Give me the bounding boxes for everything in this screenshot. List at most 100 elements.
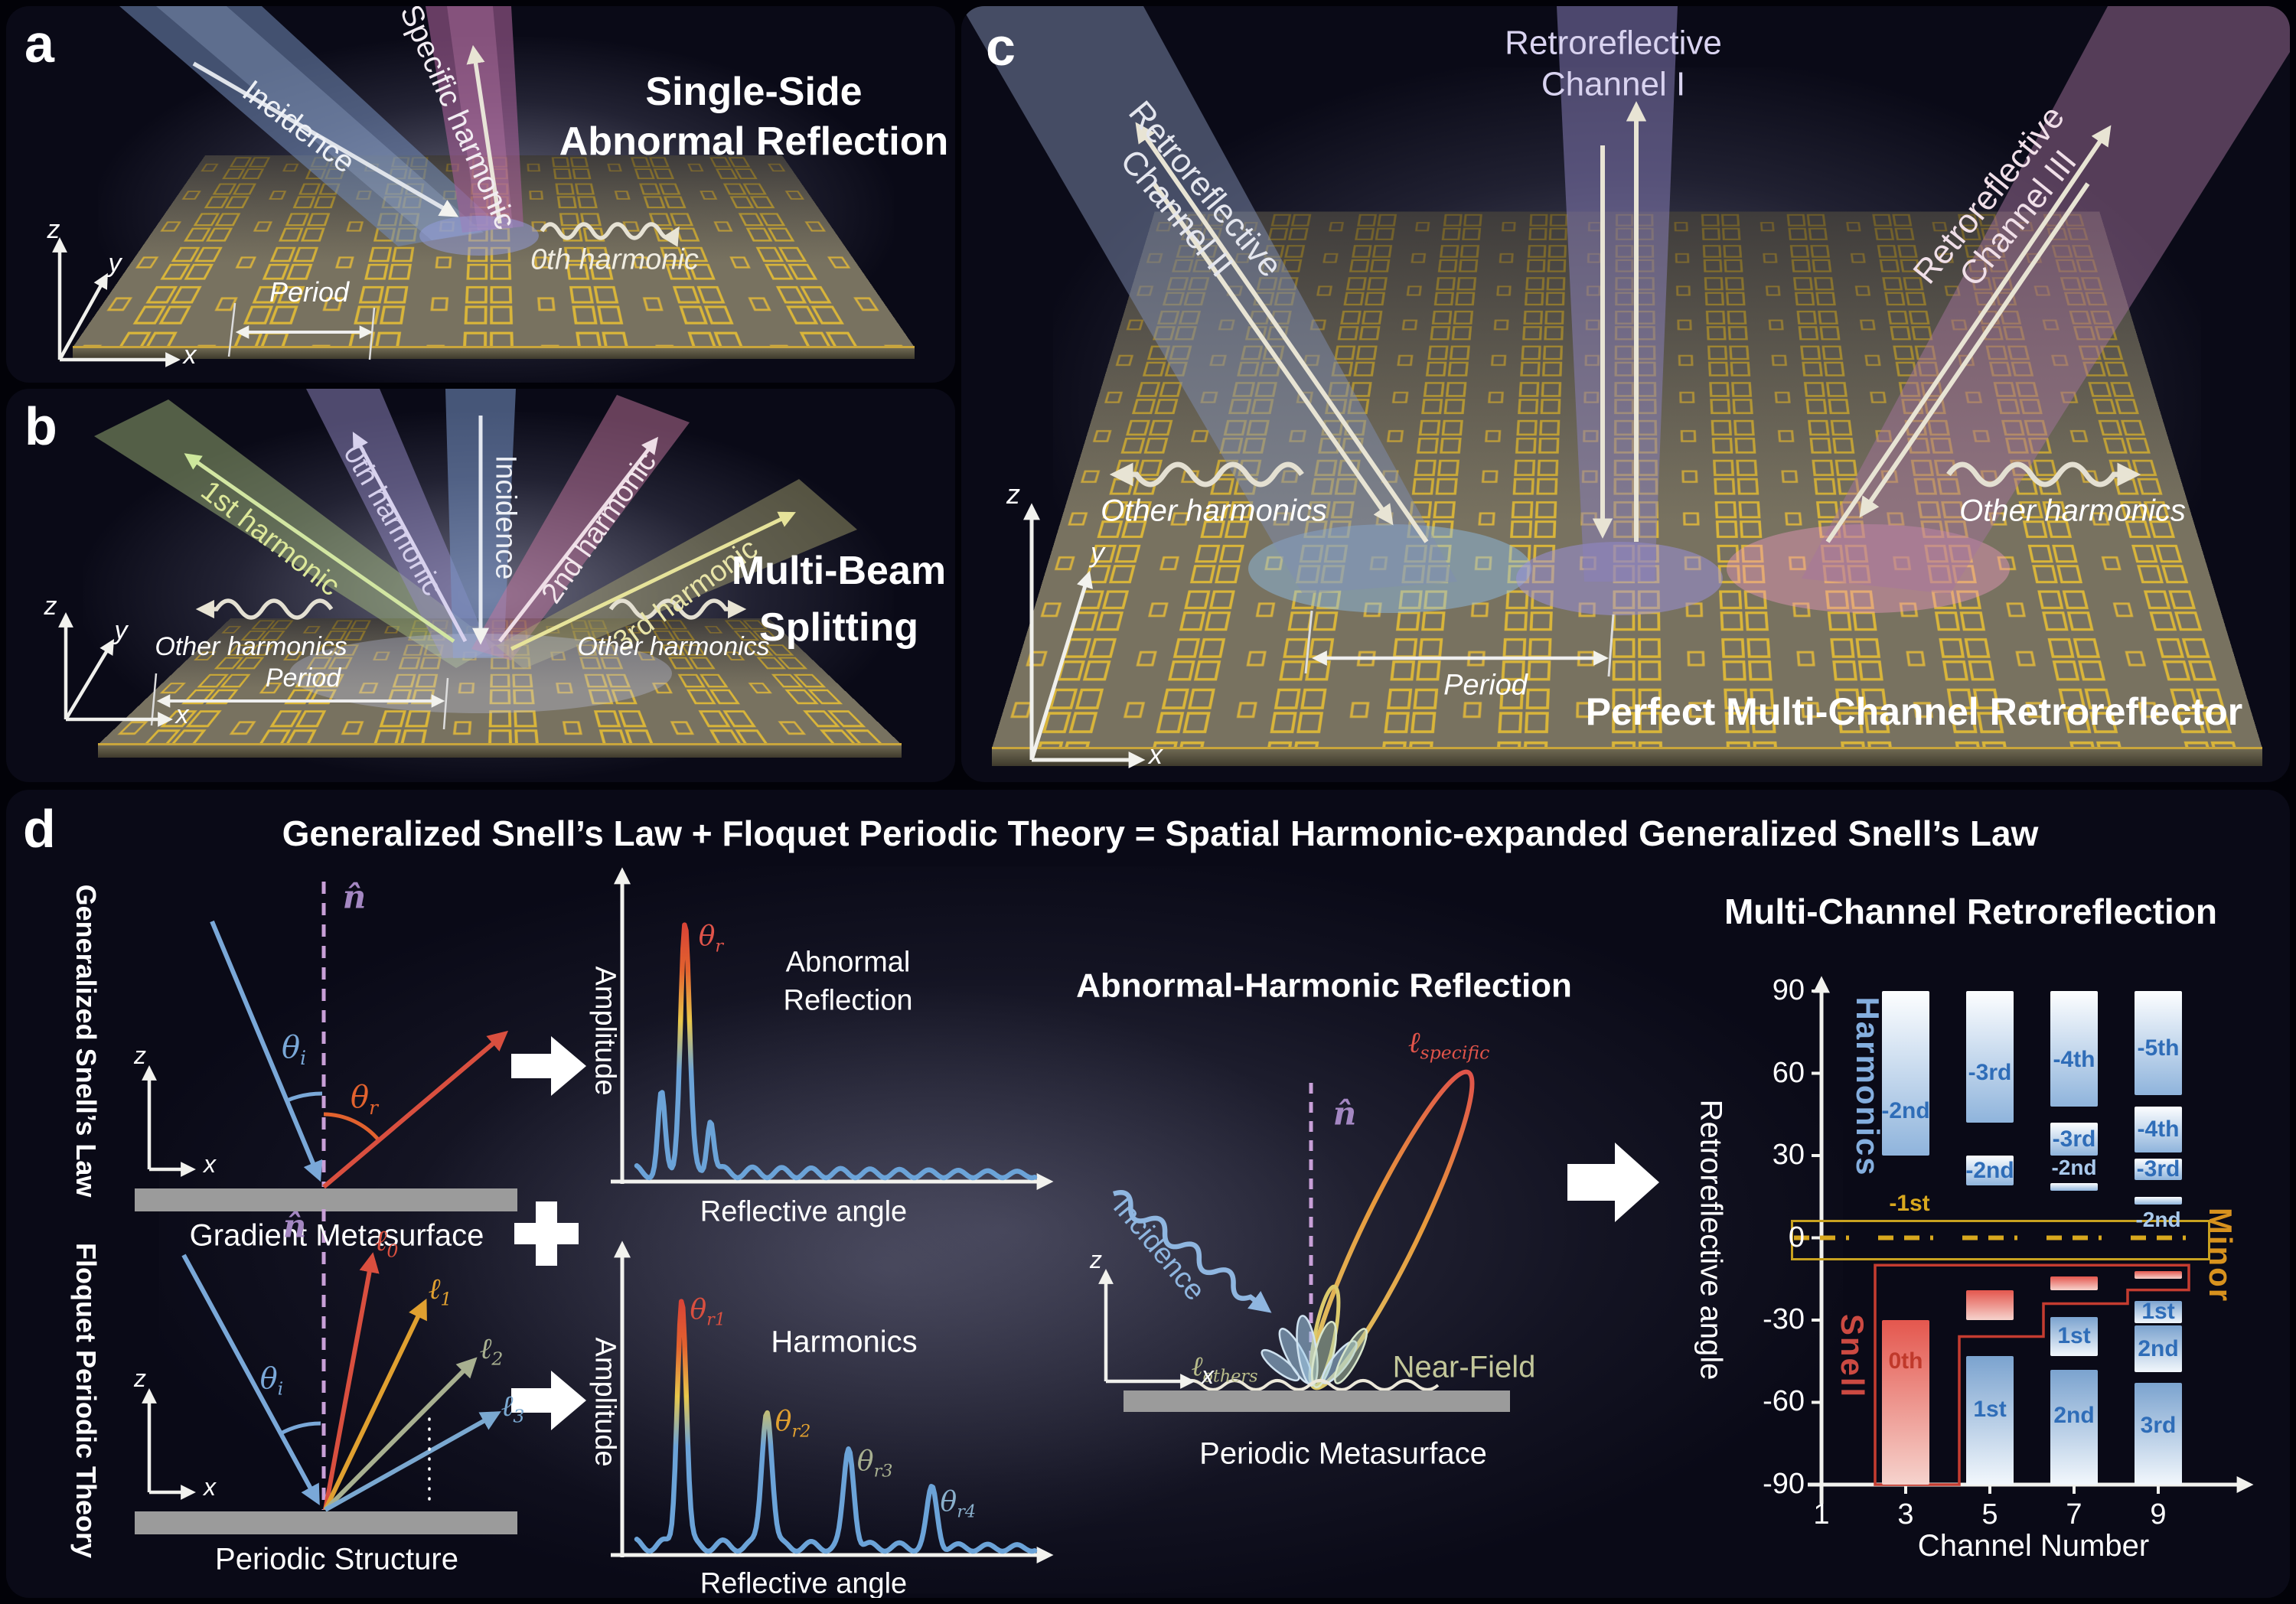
- harmonics-region-label: Harmonics: [1850, 996, 1886, 1177]
- peak-label: θr: [698, 921, 724, 957]
- panel-a-title-line1: Single-Side: [645, 69, 863, 114]
- retro-bar: -2nd: [1965, 1156, 2014, 1186]
- bar-label: -2nd: [1965, 1157, 2014, 1183]
- normal-label-1: n̂: [342, 878, 367, 916]
- snell-region-label: Snell: [1835, 1313, 1870, 1399]
- panel-a-title-line2: Abnormal Reflection: [559, 119, 949, 164]
- retro-bar: -4th: [2135, 1106, 2182, 1153]
- axis-z-label-c: z: [1006, 478, 1020, 510]
- bar-label: 1st: [2057, 1323, 2091, 1349]
- incidence-label-b: Incidence: [489, 455, 522, 580]
- zero-line-label: -1st: [1889, 1191, 1930, 1216]
- other-harmonics-right-label-c: Other harmonics: [1959, 494, 2186, 528]
- zeroth-harmonic-label: 0th harmonic: [530, 243, 699, 276]
- retro-bar: 2nd: [2135, 1325, 2182, 1373]
- amplitude-curve: [634, 1299, 1038, 1554]
- x-tick-label: 3: [1897, 1498, 1914, 1531]
- x-tick-label: 9: [2150, 1498, 2167, 1531]
- l-specific-label: ℓspecific: [1407, 1025, 1490, 1064]
- periodic-metasurface-caption: Periodic Metasurface: [1199, 1436, 1487, 1471]
- sidebar-floquet: Floquet Periodic Theory: [70, 1242, 103, 1559]
- incidence-wavy-arrow-d: [1112, 1189, 1272, 1313]
- bar-label: -4th: [2137, 1116, 2180, 1142]
- zeroth-harmonic-wavy-arrow: [540, 222, 680, 247]
- retro-bar: [2050, 1276, 2098, 1290]
- peak-label: θr1: [690, 1294, 726, 1330]
- retro-ylabel: Retroreflective angle: [1694, 1099, 1728, 1381]
- harmonics-curve: [634, 1299, 1038, 1554]
- bar-label: -3rd: [2136, 1156, 2180, 1182]
- channel1-arrows: [1592, 101, 1647, 542]
- periodic-structure-caption: Periodic Structure: [215, 1542, 458, 1576]
- normal-label-2: n̂: [282, 1207, 307, 1245]
- axis-y-label: y: [108, 248, 122, 278]
- period-label-b: Period: [265, 663, 341, 693]
- y-tick-label: 60: [1772, 1056, 1805, 1089]
- second-harmonic-arrow: [498, 436, 659, 643]
- channel2-beam: [961, 6, 1457, 594]
- axes-d2: [142, 1388, 196, 1500]
- axis-y-label-b: y: [114, 615, 128, 645]
- zeroth-harmonic-arrow: [352, 432, 468, 643]
- panel-d: d Generalized Snell’s Law + Floquet Peri…: [6, 790, 2290, 1598]
- other-harmonics-left-label-c: Other harmonics: [1101, 494, 1327, 528]
- specific-harmonic-beam: [426, 6, 523, 233]
- abnormal-reflection-curve: [634, 922, 1038, 1181]
- channel1-beam: [1557, 6, 1678, 582]
- axis-z-d1: z: [134, 1042, 146, 1070]
- channel3-beam: [1802, 6, 2290, 594]
- x-tick-label: 5: [1981, 1498, 1998, 1531]
- axes-d3: [1098, 1269, 1195, 1389]
- bar-label: -4th: [2053, 1047, 2095, 1073]
- retro-bar: 3rd: [2135, 1383, 2182, 1485]
- l1-label: ℓ1: [428, 1272, 452, 1310]
- minor-box: [1791, 1220, 2210, 1260]
- l0-label: ℓ0: [374, 1224, 399, 1262]
- panel-letter-a: a: [24, 14, 54, 73]
- incidence-arrow: [192, 61, 459, 217]
- retro-bar: -2nd: [1881, 991, 1930, 1156]
- retro-bar: -3rd: [2050, 1123, 2098, 1156]
- plot2-axes: [611, 1240, 1054, 1564]
- amplitude-curve: [634, 922, 1038, 1181]
- panel-b: b 1st harmonic 0th harmonic Incidence 2n…: [6, 389, 955, 782]
- theta-r-label-1: θr: [351, 1080, 378, 1120]
- gradient-metasurface-bar: [135, 1188, 517, 1211]
- panel-d-art: [135, 867, 1659, 1564]
- incident-ray-2: [181, 1254, 320, 1505]
- retro-chart: -2nd 0th -3rd -2nd 1st -4th -3rd -2nd 1st 2nd -5th…: [1737, 957, 2273, 1569]
- l0-ray: [323, 1252, 380, 1511]
- impact-glow: [419, 216, 539, 256]
- third-harmonic-arrow: [510, 511, 796, 651]
- channel2-arrows: [1135, 122, 1429, 543]
- other-harmonics-wavy-right-c: [1946, 461, 2141, 487]
- axis-x-d1: x: [204, 1150, 216, 1179]
- reflected-ray-1: [322, 1030, 509, 1189]
- metasurface-a-edge: [73, 346, 915, 359]
- bar-label: -2nd: [2051, 1155, 2097, 1179]
- flow-arrow-3: [1567, 1143, 1659, 1222]
- peak-label: θr3: [856, 1446, 893, 1482]
- y-tick-label: 30: [1772, 1139, 1805, 1171]
- incident-ray-1: [210, 920, 323, 1182]
- retro-bar: 2nd: [2050, 1369, 2098, 1485]
- near-field-wave: [1179, 1379, 1440, 1391]
- other-harmonics-wavy-left-c: [1109, 461, 1304, 487]
- axes-c: [1022, 503, 1146, 769]
- axis-x-d2: x: [204, 1473, 216, 1501]
- axis-z-label-b: z: [44, 591, 57, 621]
- bar-label: 2nd: [2138, 1335, 2179, 1361]
- panel-a: a Single-Side Abnormal Reflection Incide…: [6, 6, 955, 383]
- theta-i-label-1: θi: [281, 1030, 307, 1070]
- near-field-label: Near-Field: [1392, 1350, 1536, 1384]
- harmonics-title: Harmonics: [771, 1325, 918, 1359]
- snell-outline: [1874, 1263, 2190, 1486]
- panel-c-art: [961, 6, 2290, 769]
- y-tick-label: -60: [1763, 1385, 1805, 1418]
- peak-label: θr2: [775, 1405, 811, 1442]
- x-tick-label: 7: [2066, 1498, 2082, 1531]
- period-label-a: Period: [269, 275, 350, 308]
- retro-bar: 1st: [2135, 1299, 2182, 1324]
- amplitude-label-1: Amplitude: [589, 966, 621, 1096]
